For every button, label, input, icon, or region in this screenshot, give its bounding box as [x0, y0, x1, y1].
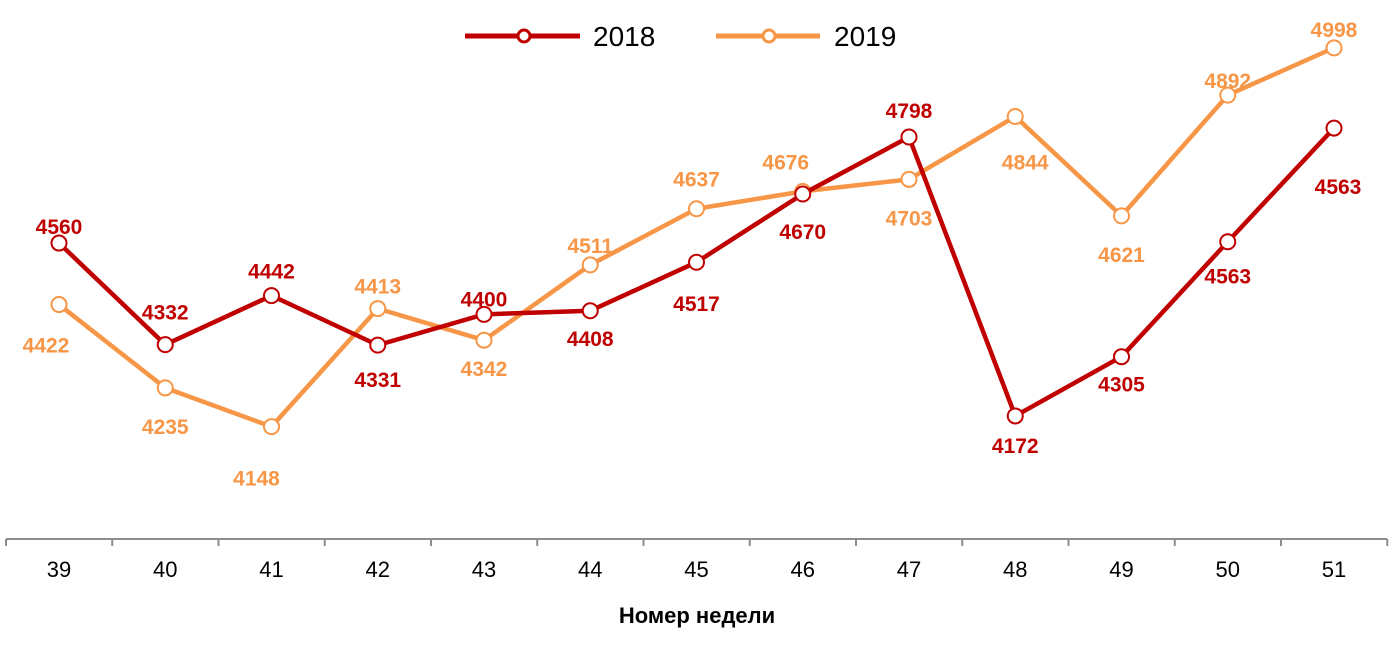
- data-point-2018-46[interactable]: [794, 185, 812, 203]
- data-point-2019-48[interactable]: [1006, 108, 1024, 126]
- data-point-2018-51[interactable]: [1325, 119, 1343, 137]
- data-label-2019-48: 4844: [1002, 152, 1049, 175]
- x-tick-label: 43: [472, 557, 496, 582]
- data-label-2019-50: 4892: [1204, 70, 1251, 93]
- data-point-2019-41[interactable]: [263, 418, 280, 436]
- data-label-2018-43: 4400: [461, 288, 508, 311]
- data-point-2018-39[interactable]: [50, 234, 68, 252]
- data-label-2019-39: 4422: [23, 335, 70, 358]
- series-2018: 4560 4332 4442 4331 4400 4408 4517 4670 4798 4172…: [36, 100, 1362, 458]
- x-tick-label: 45: [684, 557, 708, 582]
- data-point-2019-49[interactable]: [1113, 207, 1130, 225]
- data-label-2018-41: 4442: [248, 261, 295, 284]
- data-label-2018-49: 4305: [1098, 374, 1145, 397]
- data-point-2018-49[interactable]: [1113, 348, 1130, 366]
- data-point-2018-48[interactable]: [1006, 407, 1024, 425]
- data-point-2018-50[interactable]: [1219, 233, 1237, 251]
- data-point-2018-45[interactable]: [688, 253, 705, 271]
- x-tick-label: 47: [897, 557, 921, 582]
- data-label-2019-41: 4148: [233, 468, 280, 491]
- data-label-2018-51: 4563: [1315, 176, 1362, 199]
- legend-label-2019: 2019: [834, 21, 896, 52]
- data-label-2019-45: 4637: [673, 169, 720, 192]
- data-point-2018-40[interactable]: [156, 336, 174, 354]
- data-label-2019-51: 4998: [1311, 19, 1358, 42]
- x-tick-label: 46: [791, 557, 815, 582]
- legend: 2018 2019: [465, 21, 896, 52]
- data-label-2019-43: 4342: [461, 358, 508, 381]
- data-point-2019-50[interactable]: [1219, 86, 1237, 104]
- data-label-2018-42: 4331: [354, 369, 401, 392]
- data-point-2019-47[interactable]: [900, 170, 918, 188]
- x-tick-label: 50: [1216, 557, 1240, 582]
- x-tick-label: 41: [259, 557, 283, 582]
- data-label-2018-44: 4408: [567, 328, 614, 351]
- data-point-2018-47[interactable]: [900, 128, 918, 146]
- data-point-2018-43[interactable]: [475, 305, 493, 323]
- x-tick-label: 42: [366, 557, 390, 582]
- x-tick-label: 48: [1003, 557, 1027, 582]
- data-label-2018-40: 4332: [142, 302, 189, 325]
- data-point-2019-43[interactable]: [475, 331, 493, 349]
- data-point-2019-44[interactable]: [581, 256, 599, 274]
- data-label-2019-49: 4621: [1098, 244, 1145, 267]
- x-tick-label: 39: [47, 557, 71, 582]
- data-label-2019-42: 4413: [354, 276, 401, 299]
- data-point-2019-45[interactable]: [688, 200, 705, 218]
- data-point-2019-51[interactable]: [1325, 39, 1343, 57]
- legend-item-2019[interactable]: 2019: [716, 21, 896, 52]
- legend-label-2018: 2018: [593, 21, 655, 52]
- data-label-2018-39: 4560: [36, 216, 83, 239]
- x-tick-label: 44: [578, 557, 602, 582]
- series-line-2019: [57, 45, 1335, 429]
- series-2019: 4422 4235 4148 4413 4342 4511 4637 4676 4703 4844…: [23, 19, 1358, 491]
- x-tick-label: 51: [1322, 557, 1346, 582]
- data-point-2018-42[interactable]: [369, 336, 387, 354]
- series-layer: 4422 4235 4148 4413 4342 4511 4637 4676 4703 4844…: [23, 19, 1362, 491]
- data-point-2018-44[interactable]: [581, 302, 599, 320]
- data-label-2018-48: 4172: [992, 435, 1039, 458]
- data-point-2019-40[interactable]: [156, 379, 174, 397]
- x-axis: 39 40 41 42 43 44 45 46 47 48 49 50 51: [5, 538, 1389, 582]
- data-label-2018-45: 4517: [673, 293, 720, 316]
- data-label-2019-44: 4511: [567, 235, 613, 258]
- data-label-2018-47: 4798: [886, 100, 933, 123]
- data-label-2019-47: 4703: [886, 207, 933, 230]
- data-point-2019-39[interactable]: [50, 296, 68, 314]
- legend-marker-2019: [761, 28, 777, 44]
- x-tick-label: 49: [1109, 557, 1133, 582]
- legend-item-2018[interactable]: 2018: [465, 21, 655, 52]
- data-point-2018-41[interactable]: [263, 287, 280, 305]
- data-label-2019-40: 4235: [142, 416, 189, 439]
- data-label-2019-46: 4676: [762, 151, 809, 174]
- data-point-2019-42[interactable]: [369, 300, 387, 318]
- legend-marker-2018: [516, 28, 532, 44]
- data-label-2018-46: 4670: [779, 221, 826, 244]
- x-axis-title: Номер недели: [619, 603, 775, 628]
- data-label-2018-50: 4563: [1204, 266, 1251, 289]
- x-tick-label: 40: [153, 557, 177, 582]
